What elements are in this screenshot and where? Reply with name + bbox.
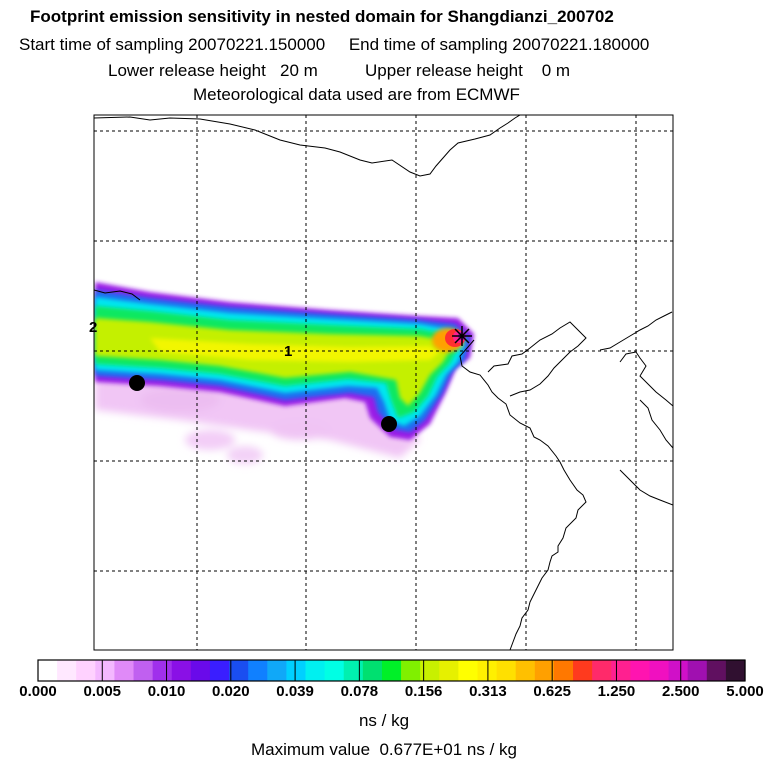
map-grid [94,115,673,650]
coastlines [94,115,673,650]
colorbar-swatch [573,660,593,681]
plume-dot-south [381,416,397,432]
colorbar-swatch [381,660,402,681]
colorbar-unit: ns / kg [358,711,410,730]
colorbar-swatch [553,660,574,681]
colorbar-separators [101,660,682,681]
colorbar-swatch [114,660,135,681]
colorbar-swatch [630,660,651,681]
colorbar-swatch [649,660,670,681]
release-height-line: Lower release height 20 m Upper release … [108,61,571,80]
colorbar-swatch [343,660,364,681]
colorbar-tick-label: 0.078 [340,683,379,700]
colorbar-swatch [515,660,536,681]
colorbar-tick-label: 0.625 [533,683,571,700]
colorbar-tick-label: 0.313 [469,683,507,700]
colorbar-frame [37,659,746,682]
colorbar-swatch [95,660,116,681]
colorbar-swatch [190,660,211,681]
chart-title: Footprint emission sensitivity in nested… [30,7,614,26]
colorbar-swatch [534,660,555,681]
colorbar-tick-label: 0.039 [276,683,314,700]
plume-label-2: 2 [89,319,97,336]
sampling-time-line: Start time of sampling 20070221.150000 E… [19,35,650,54]
colorbar-swatch [38,660,58,681]
colorbar-swatch [133,660,154,681]
colorbar-swatch [57,660,77,681]
colorbar-tick-label: 0.000 [19,683,57,700]
colorbar-swatch [477,660,498,681]
colorbar [38,660,746,681]
plume-dot-west [129,375,145,391]
colorbar-swatch [267,660,288,681]
colorbar-swatch [171,660,192,681]
colorbar-swatch [592,660,612,681]
colorbar-swatch [286,660,307,681]
colorbar-swatch [611,660,631,681]
map-frame [93,114,674,651]
colorbar-swatch [76,660,96,681]
receptor-marker [452,326,472,346]
colorbar-swatch [209,660,230,681]
colorbar-swatch [248,660,268,681]
colorbar-tick-label: 0.005 [83,683,122,700]
colorbar-swatch [362,660,383,681]
colorbar-swatch [420,660,440,681]
colorbar-swatch [458,660,479,681]
plume-label-1: 1 [284,343,292,360]
colorbar-swatch [668,660,689,681]
colorbar-swatch [152,660,173,681]
colorbar-swatch [324,660,345,681]
maximum-value: Maximum value 0.677E+01 ns / kg [251,740,517,759]
colorbar-tick-label: 0.156 [404,683,443,700]
met-data-line: Meteorological data used are from ECMWF [193,85,520,104]
colorbar-swatch [229,660,249,681]
colorbar-swatch [706,660,727,681]
colorbar-tick-label: 2.500 [661,683,700,700]
footprint-plume [95,282,474,464]
colorbar-swatch [439,660,459,681]
colorbar-tick-label: 1.250 [597,683,636,700]
colorbar-swatch [305,660,326,681]
colorbar-tick-label: 5.000 [726,683,764,700]
colorbar-tick-label: 0.020 [212,683,250,700]
colorbar-tick-label: 0.010 [147,683,186,700]
colorbar-swatch [401,660,421,681]
colorbar-swatch [725,660,746,681]
colorbar-swatch [687,660,708,681]
colorbar-swatch [496,660,517,681]
